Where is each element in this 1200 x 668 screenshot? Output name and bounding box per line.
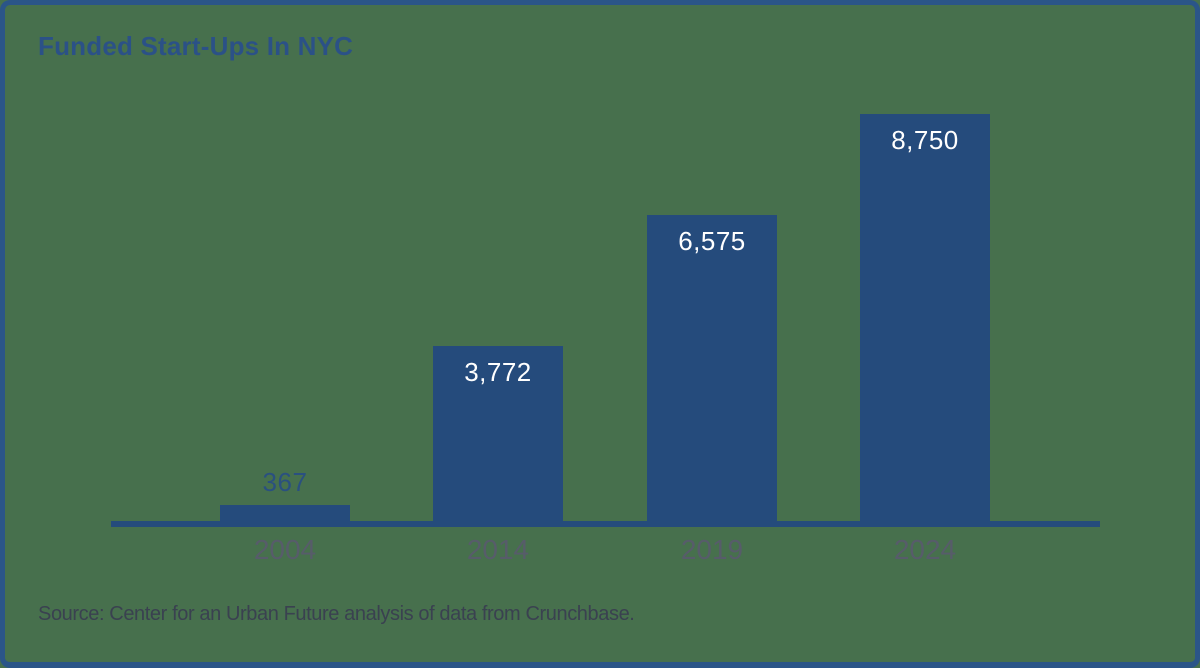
bar-2004 <box>220 505 350 522</box>
bar-value-2024: 8,750 <box>891 125 959 155</box>
chart-title: Funded Start-Ups In NYC <box>38 31 354 61</box>
bar-2014 <box>433 346 563 522</box>
plot-area <box>111 5 1100 522</box>
bar-2019 <box>647 215 777 522</box>
x-tick-2019: 2019 <box>680 534 744 565</box>
bar-value-2019: 6,575 <box>678 226 746 256</box>
x-tick-2024: 2024 <box>893 534 957 565</box>
bar-value-2014: 3,772 <box>464 357 532 387</box>
bar-value-2004: 367 <box>262 467 308 497</box>
bar-2024 <box>860 114 990 522</box>
x-axis-line <box>111 521 1100 527</box>
x-tick-2004: 2004 <box>253 534 317 565</box>
source-note: Source: Center for an Urban Future analy… <box>38 603 635 625</box>
x-tick-2014: 2014 <box>466 534 530 565</box>
